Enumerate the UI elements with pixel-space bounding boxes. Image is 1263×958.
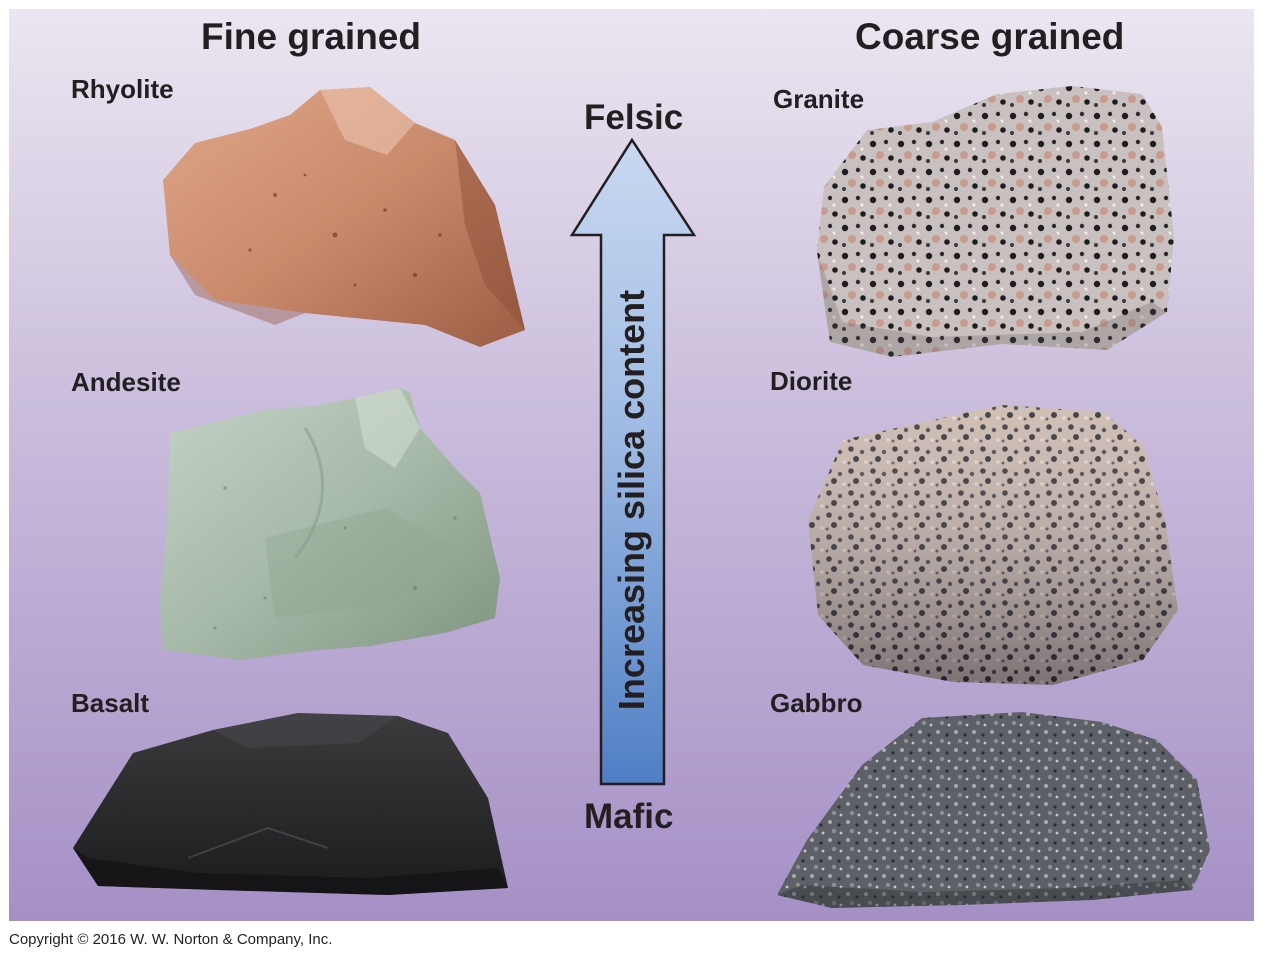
increasing-silica-label: Increasing silica content	[611, 289, 652, 711]
diorite-specimen	[808, 405, 1178, 685]
andesite-label: Andesite	[71, 367, 181, 397]
felsic-label: Felsic	[584, 98, 684, 137]
rhyolite-label: Rhyolite	[71, 74, 174, 104]
copyright-notice: Copyright © 2016 W. W. Norton & Company,…	[9, 931, 333, 948]
coarse-grained-heading: Coarse grained	[855, 16, 1125, 57]
granite-label: Granite	[773, 84, 865, 114]
basalt-label: Basalt	[71, 688, 150, 718]
diorite-label: Diorite	[770, 366, 853, 396]
rhyolite-specimen	[163, 87, 525, 347]
gabbro-specimen	[777, 712, 1210, 908]
silica-content-arrow	[569, 137, 697, 786]
mafic-label: Mafic	[584, 797, 674, 836]
gabbro-label: Gabbro	[770, 688, 863, 718]
basalt-specimen	[73, 713, 508, 895]
andesite-specimen	[160, 388, 500, 660]
granite-specimen	[817, 86, 1174, 357]
fine-grained-heading: Fine grained	[201, 16, 421, 57]
